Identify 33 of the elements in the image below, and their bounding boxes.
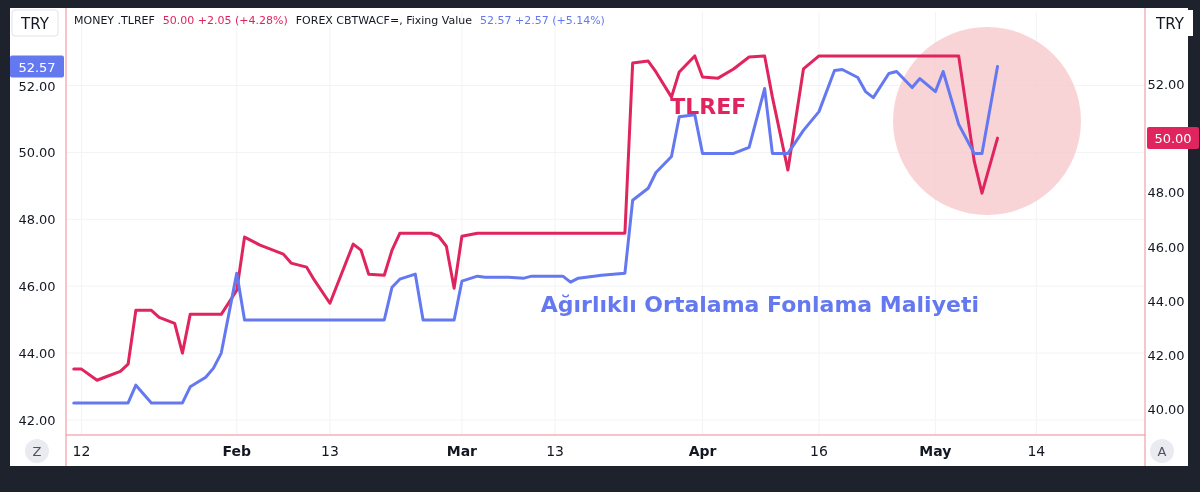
y-tick-label: 44.00	[18, 346, 56, 362]
y-tick-label: 42.00	[18, 412, 56, 428]
text: 50.00	[1154, 131, 1192, 147]
x-tick-label: 13	[546, 443, 564, 459]
x-tick-label: 14	[1027, 443, 1046, 459]
annotation: MONEY .TLREF	[74, 14, 155, 27]
y2-tick-label: 42.00	[1147, 348, 1185, 364]
x-tick-label: Feb	[222, 443, 252, 459]
x-tick-label: 13	[321, 443, 339, 459]
y-tick-label: 48.00	[18, 212, 56, 228]
y2-tick-label: 52.00	[1147, 76, 1185, 92]
auto-scale-button: A	[1150, 439, 1174, 463]
y-axis-title: TRY	[20, 15, 50, 33]
x-tick-label: Apr	[688, 443, 717, 459]
y2-tick-label: 46.00	[1147, 239, 1185, 255]
x-tick-label: May	[919, 443, 952, 459]
y2-tick-label: 48.00	[1147, 185, 1185, 201]
y-tick-label: 50.00	[18, 145, 56, 161]
x-tick-label: Mar	[446, 443, 478, 459]
annotation: 52.57 +2.57 (+5.14%)	[479, 14, 605, 27]
x-tick-label: 16	[810, 443, 828, 459]
y-tick-label: 52.00	[18, 78, 56, 94]
text: 52.57	[18, 59, 56, 75]
annotation: 50.00 +2.05 (+4.28%)	[162, 14, 288, 27]
series-label: TLREF	[670, 93, 747, 119]
y2-tick-label: 44.00	[1147, 293, 1185, 309]
series-label: Ağırlıklı Ortalama Fonlama Maliyeti	[540, 292, 979, 318]
annotation: FOREX CBTWACF=, Fixing Value	[295, 14, 473, 27]
x-tick-label: 12	[72, 443, 91, 459]
y2-tick-label: 40.00	[1147, 402, 1185, 418]
y2-axis-title: TRY	[1155, 15, 1185, 33]
zoom-button: Z	[25, 439, 49, 463]
y-tick-label: 46.00	[18, 279, 56, 295]
